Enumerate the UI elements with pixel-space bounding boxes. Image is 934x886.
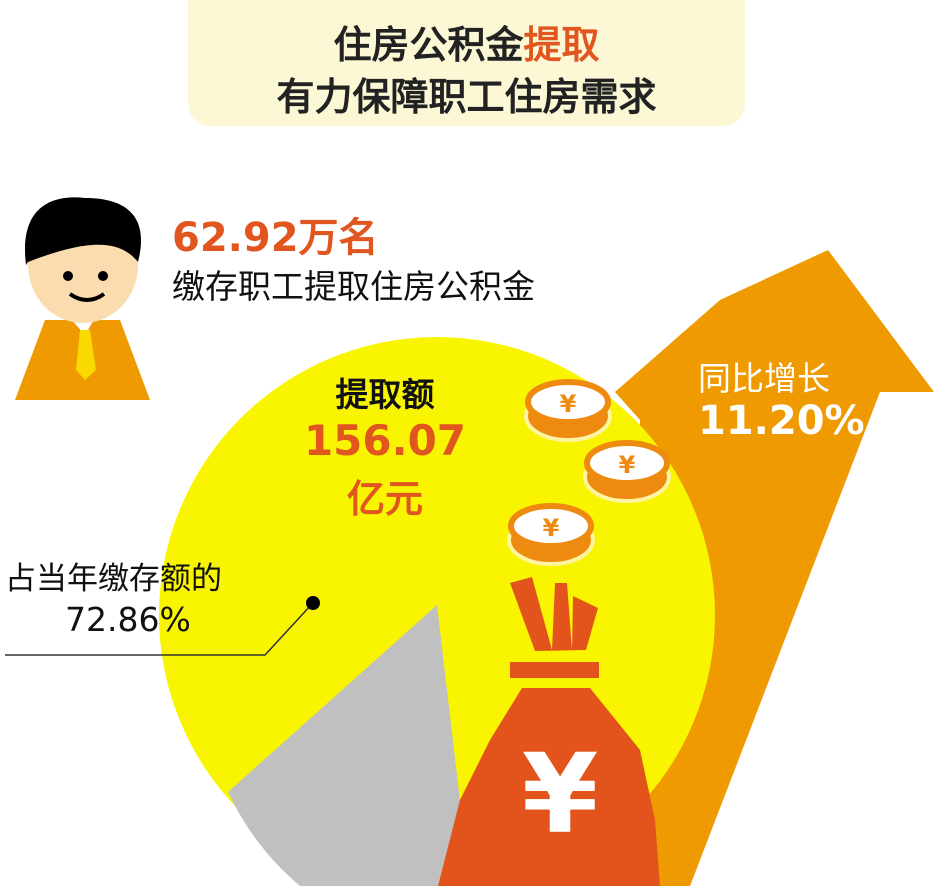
workers-label: 缴存职工提取住房公积金 <box>172 267 535 306</box>
money-bag-icon: ¥ <box>438 577 660 886</box>
pie-remaining-share <box>228 605 470 886</box>
growth-value: 11.20% <box>698 398 865 444</box>
withdrawal-amount: 156.07 <box>303 416 467 465</box>
workers-count: 62.92万名 <box>172 215 379 261</box>
yen-coin-icon: ¥ <box>583 440 671 503</box>
title-line-1: 住房公积金提取 <box>333 23 600 67</box>
withdrawal-unit: 亿元 <box>346 477 423 521</box>
leader-line <box>5 603 313 656</box>
svg-text:¥: ¥ <box>619 451 636 479</box>
title-line-2: 有力保障职工住房需求 <box>276 75 657 119</box>
share-label: 占当年缴存额的 <box>5 561 222 597</box>
growth-label: 同比增长 <box>698 359 830 398</box>
yen-coin-icon: ¥ <box>524 379 612 442</box>
leader-dot <box>306 596 320 610</box>
title-box: 住房公积金提取 有力保障职工住房需求 <box>188 0 745 126</box>
yen-coin-icon: ¥ <box>507 503 595 566</box>
svg-text:¥: ¥ <box>543 514 560 542</box>
share-value: 72.86% <box>65 600 191 639</box>
svg-text:¥: ¥ <box>560 390 577 418</box>
person-icon <box>15 197 150 400</box>
svg-text:¥: ¥ <box>522 730 599 858</box>
withdrawal-label: 提取额 <box>335 375 435 414</box>
